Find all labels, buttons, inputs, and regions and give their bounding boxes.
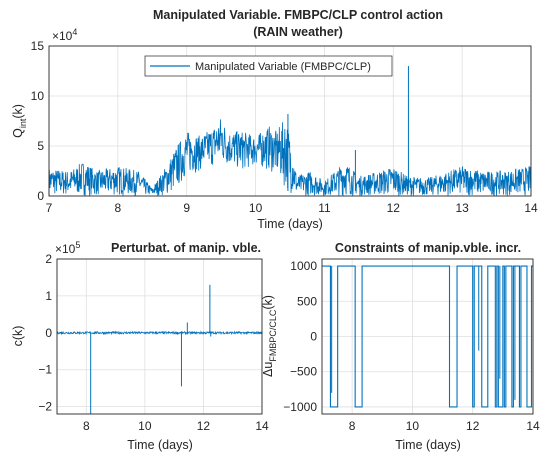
y-tick-label: 1 — [45, 289, 52, 303]
main-chart-ylabel: Qint(k) — [11, 104, 28, 138]
y-tick-label: 0 — [45, 326, 52, 340]
main-chart-axes-box — [48, 45, 532, 197]
x-tick-label: 7 — [46, 201, 53, 215]
main-chart-title: Manipulated Variable. FMBPC/CLP control … — [153, 8, 443, 22]
y-tick-label: 2 — [45, 252, 52, 266]
x-tick-label: 14 — [255, 419, 269, 433]
y-tick-label: −1000 — [283, 400, 317, 414]
x-tick-label: 8 — [83, 419, 90, 433]
constraints-chart-grid — [322, 259, 534, 414]
main-chart: Manipulated Variable. FMBPC/CLP control … — [11, 8, 538, 231]
constraints-chart-axes-box — [321, 258, 534, 415]
legend-label: Manipulated Variable (FMBPC/CLP) — [195, 61, 371, 73]
perturbation-chart-ylabel: c(k) — [11, 326, 25, 347]
x-tick-label: 12 — [466, 419, 480, 433]
main-chart-exponent-power: 4 — [72, 27, 77, 37]
constraints-chart-data — [322, 265, 533, 408]
y-tick-label: 0 — [310, 330, 317, 344]
series-line-constraints — [322, 265, 533, 408]
x-tick-label: 11 — [318, 201, 331, 215]
perturbation-chart-exponent: ×105 — [55, 240, 80, 256]
x-tick-label: 8 — [349, 419, 356, 433]
perturbation-chart-grid — [57, 258, 263, 414]
constraints-chart-ylabel: ΔuFMBPC/CLC(k) — [261, 295, 278, 377]
perturbation-chart-exponent-power: 5 — [75, 240, 80, 250]
y-tick-label: −2 — [38, 400, 52, 414]
y-tick-label: 5 — [37, 139, 44, 153]
x-tick-label: 14 — [524, 201, 538, 215]
x-tick-label: 13 — [455, 201, 469, 215]
x-tick-label: 14 — [526, 419, 540, 433]
perturbation-chart-xlabel: Time (days) — [127, 438, 193, 452]
main-chart-exponent: ×104 — [52, 27, 77, 43]
constraints-chart: Constraints of manip.vble. incr. 8 10 12 14… — [261, 241, 540, 452]
main-chart-data — [48, 66, 532, 197]
series-line-manipulated-variable — [48, 119, 532, 197]
constraints-chart-ticks: 8 10 12 14 −1000 −500 0 500 1000 — [283, 259, 540, 433]
x-tick-label: 9 — [183, 201, 190, 215]
x-tick-label: 12 — [197, 419, 211, 433]
x-tick-label: 10 — [406, 419, 420, 433]
y-tick-label: 500 — [297, 294, 317, 308]
y-tick-label: −500 — [290, 365, 317, 379]
main-chart-legend: Manipulated Variable (FMBPC/CLP) — [144, 55, 393, 77]
y-tick-label: 0 — [37, 189, 44, 203]
x-tick-label: 10 — [249, 201, 263, 215]
main-chart-subtitle: (RAIN weather) — [253, 25, 343, 39]
constraints-chart-title: Constraints of manip.vble. incr. — [335, 241, 521, 255]
y-tick-label: 15 — [31, 39, 45, 53]
y-tick-label: 10 — [31, 89, 45, 103]
perturbation-chart-title: Perturbat. of manip. vble. — [111, 241, 261, 255]
y-tick-label: −1 — [38, 363, 52, 377]
y-tick-label: 1000 — [290, 259, 317, 273]
x-tick-label: 8 — [115, 201, 122, 215]
x-tick-label: 10 — [138, 419, 152, 433]
constraints-chart-xlabel: Time (days) — [395, 438, 461, 452]
x-tick-label: 12 — [387, 201, 401, 215]
legend-box — [144, 55, 393, 77]
main-chart-xlabel: Time (days) — [257, 217, 323, 231]
perturbation-chart-data — [56, 284, 263, 414]
main-chart-ticks: 7 8 9 10 11 12 13 14 0 5 10 15 — [31, 39, 538, 215]
perturbation-chart: Perturbat. of manip. vble. 8 10 12 14−2−101… — [11, 240, 269, 452]
perturbation-chart-axes-box — [56, 258, 263, 415]
